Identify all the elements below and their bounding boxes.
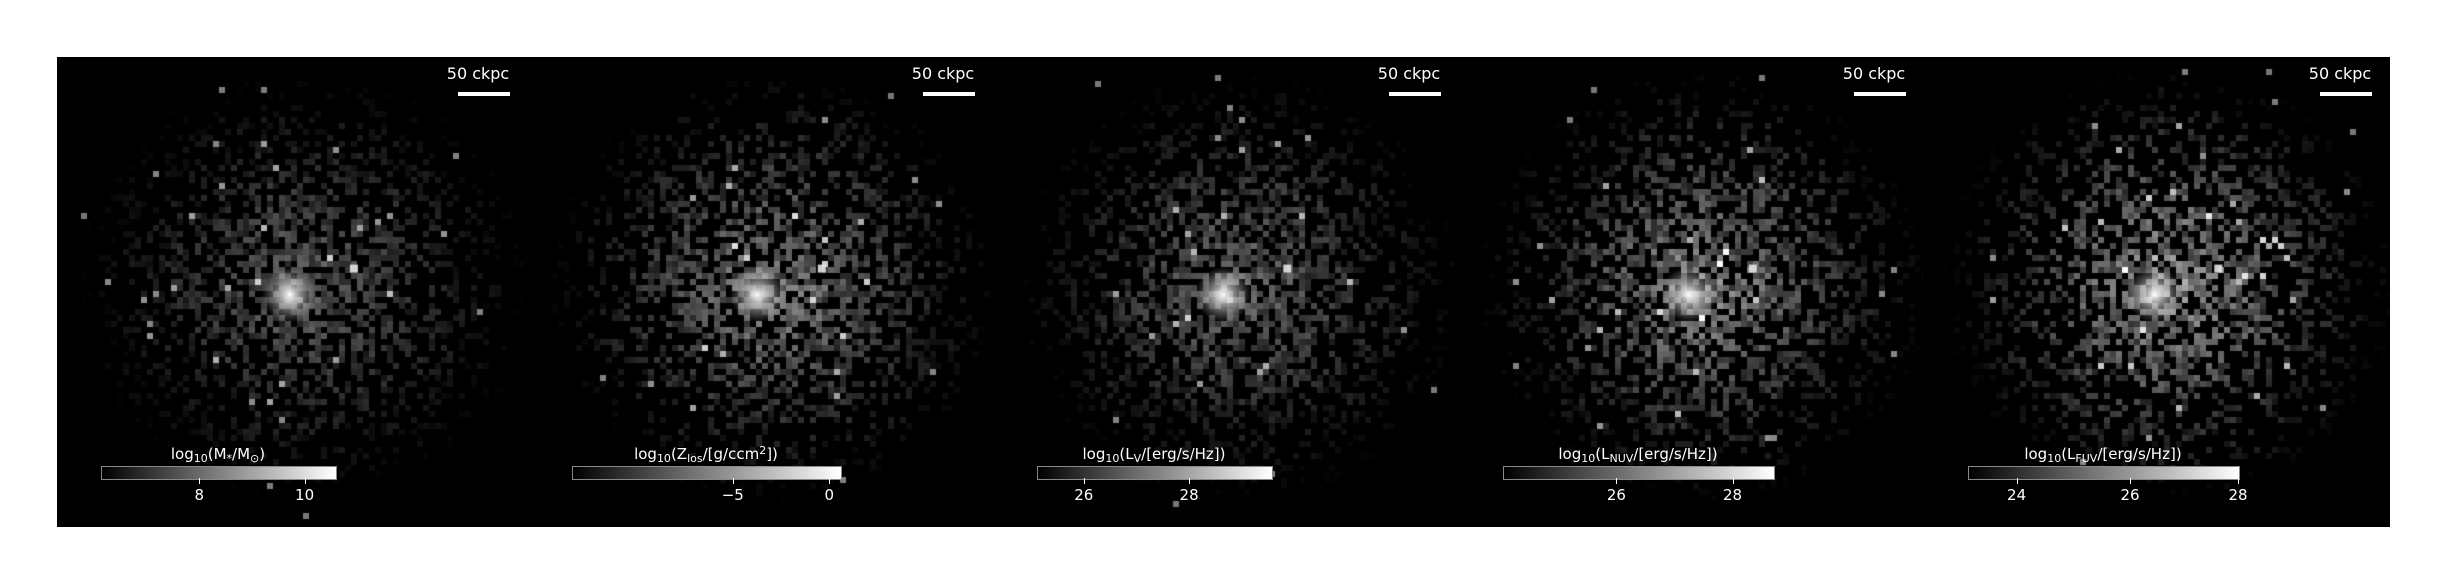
scalebar-line — [2320, 92, 2372, 96]
scalebar-line — [1854, 92, 1906, 96]
colorbar-tick-label: 28 — [1179, 486, 1199, 504]
galaxy-image — [57, 57, 528, 527]
scalebar-line — [1389, 92, 1441, 96]
scalebar-line — [923, 92, 975, 96]
colorbar — [1037, 466, 1273, 480]
galaxy-image — [528, 57, 993, 527]
colorbar — [572, 466, 842, 480]
colorbar — [1968, 466, 2240, 480]
colorbar-tick-label: 8 — [194, 486, 205, 504]
colorbar-tick — [1616, 478, 1618, 484]
colorbar-label: log10(LV/[erg/s/Hz]) — [1082, 445, 1226, 465]
colorbar-tick-label: 26 — [2120, 486, 2140, 504]
colorbar-tick-label: 10 — [295, 486, 315, 504]
scalebar-label: 50 ckpc — [911, 64, 975, 83]
panel-nuv: 50 ckpc log10(LNUV/[erg/s/Hz]) 26 28 — [1459, 57, 1924, 527]
scalebar-line — [458, 92, 510, 96]
colorbar-tick — [829, 478, 831, 484]
panel-fuv: 50 ckpc log10(LFUV/[erg/s/Hz]) 24 26 28 — [1924, 57, 2390, 527]
panel-lv: 50 ckpc log10(LV/[erg/s/Hz]) 26 28 — [993, 57, 1459, 527]
colorbar-tick-label: 26 — [1606, 486, 1626, 504]
colorbar-tick — [1189, 478, 1191, 484]
colorbar-tick — [2238, 478, 2239, 484]
colorbar-tick — [1732, 478, 1734, 484]
scalebar-label: 50 ckpc — [1377, 64, 1441, 83]
colorbar-label: log10(Zlos/[g/ccm2]) — [634, 444, 778, 465]
colorbar-tick — [304, 478, 306, 484]
colorbar-tick — [199, 478, 201, 484]
colorbar — [1503, 466, 1775, 480]
panel-mass: 50 ckpc log10(M*/M⊙) 8 10 — [57, 57, 528, 527]
galaxy-image — [1924, 57, 2390, 527]
galaxy-image — [1459, 57, 1924, 527]
colorbar-tick — [2130, 478, 2131, 484]
colorbar-tick — [1083, 478, 1085, 484]
galaxy-image — [993, 57, 1459, 527]
colorbar-tick-label: −5 — [721, 486, 744, 504]
colorbar-tick-label: 28 — [1722, 486, 1743, 504]
colorbar-tick — [732, 478, 734, 484]
colorbar-tick — [2016, 478, 2018, 484]
scalebar-label: 50 ckpc — [446, 64, 510, 83]
colorbar-label: log10(LFUV/[erg/s/Hz]) — [2024, 445, 2182, 465]
scalebar-label: 50 ckpc — [1842, 64, 1906, 83]
colorbar-tick-label: 26 — [1074, 486, 1094, 504]
colorbar-tick-label: 28 — [2228, 486, 2248, 504]
panel-metal: 50 ckpc log10(Zlos/[g/ccm2]) −5 0 — [528, 57, 993, 527]
colorbar — [101, 466, 337, 480]
colorbar-tick-label: 0 — [824, 486, 835, 504]
colorbar-tick-label: 24 — [2007, 486, 2027, 504]
colorbar-label: log10(M*/M⊙) — [170, 445, 266, 465]
colorbar-label: log10(LNUV/[erg/s/Hz]) — [1558, 445, 1718, 465]
scalebar-label: 50 ckpc — [2308, 64, 2372, 83]
